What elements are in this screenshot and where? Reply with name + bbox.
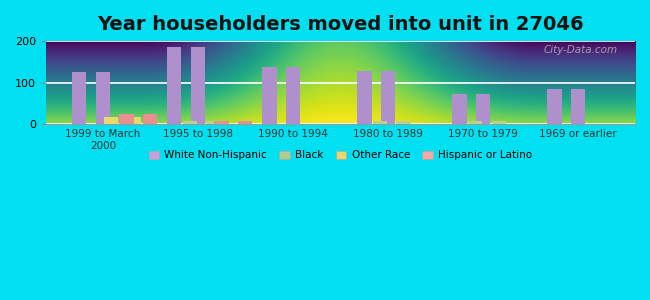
Title: Year householders moved into unit in 27046: Year householders moved into unit in 270… (97, 15, 584, 34)
Bar (468, 121, 482, 124)
Legend: White Non-Hispanic, Black, Other Race, Hispanic or Latino: White Non-Hispanic, Black, Other Race, H… (144, 146, 536, 165)
Bar (127, 117, 141, 124)
Bar (190, 47, 205, 124)
Bar (286, 67, 300, 124)
Bar (167, 47, 181, 124)
Bar (96, 72, 110, 124)
Bar (119, 114, 133, 124)
Bar (358, 71, 372, 124)
Bar (491, 121, 506, 124)
Bar (452, 94, 467, 124)
Bar (396, 121, 411, 124)
Bar (183, 121, 197, 124)
Bar (547, 89, 562, 124)
Bar (207, 121, 221, 124)
Bar (373, 121, 387, 124)
Bar (72, 72, 86, 124)
Bar (476, 94, 490, 124)
Bar (571, 89, 585, 124)
Bar (238, 121, 252, 124)
Bar (381, 71, 395, 124)
Bar (103, 117, 118, 124)
Text: City-Data.com: City-Data.com (543, 45, 618, 55)
Bar (143, 114, 157, 124)
Bar (214, 121, 229, 124)
Bar (262, 67, 276, 124)
